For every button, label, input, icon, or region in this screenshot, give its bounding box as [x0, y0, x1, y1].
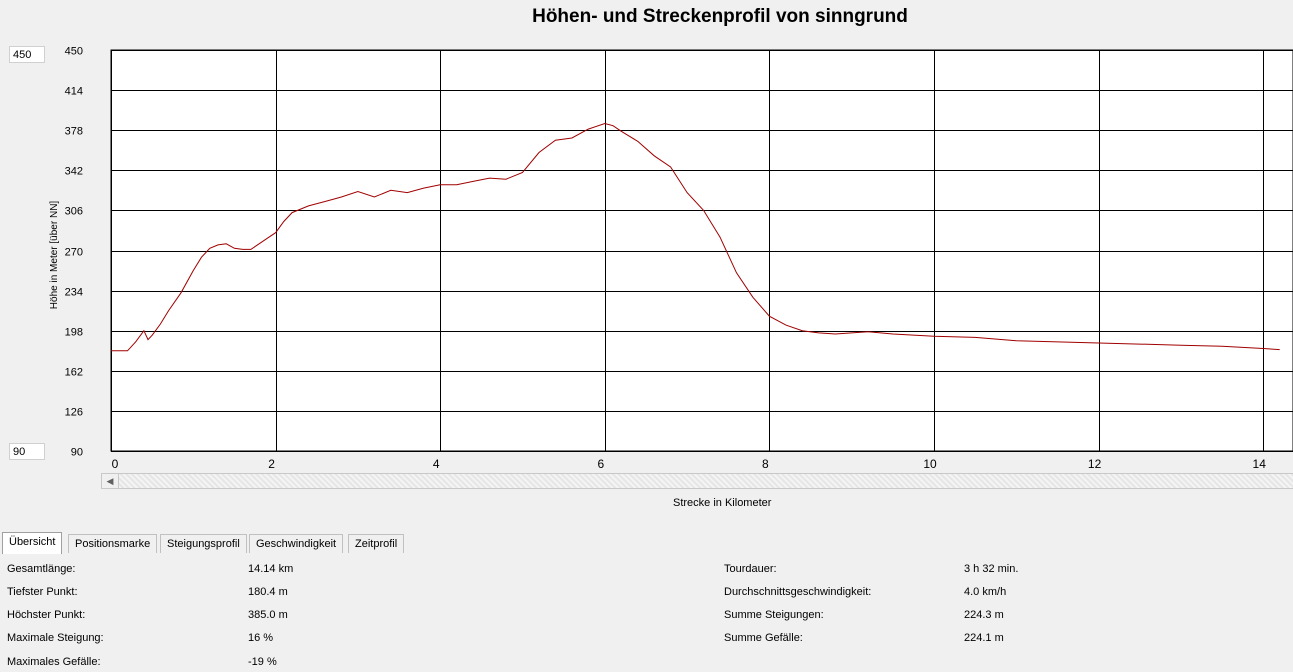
y-tick-label: 126 [65, 407, 83, 419]
summary-label: Summe Gefälle: [724, 632, 803, 644]
summary-value: 180.4 m [248, 586, 288, 598]
summary-label: Durchschnittsgeschwindigkeit: [724, 586, 872, 598]
summary-value: 14.14 km [248, 563, 294, 575]
summary-value: 4.0 km/h [964, 586, 1007, 598]
summary-label: Tourdauer: [724, 563, 777, 575]
x-axis-label: Strecke in Kilometer [673, 497, 772, 509]
summary-panel: Gesamtlänge: 14.14 km Tiefster Punkt: 18… [0, 554, 1293, 672]
tab-steigungsprofil[interactable]: Steigungsprofil [160, 534, 247, 553]
summary-value: -19 % [248, 656, 277, 668]
y-tick-label: 306 [65, 206, 83, 218]
x-tick-label: 12 [1088, 457, 1102, 470]
summary-label: Maximale Steigung: [7, 632, 104, 644]
y-tick-label: 270 [65, 247, 83, 259]
elevation-line [111, 122, 1280, 352]
y-tick-label: 90 [71, 447, 83, 459]
summary-value: 16 % [248, 632, 274, 644]
summary-label: Höchster Punkt: [7, 609, 86, 621]
x-tick-label: 2 [268, 457, 275, 470]
y-min-input[interactable] [9, 443, 45, 460]
x-tick-label: 0 [112, 457, 119, 470]
horizontal-scrollbar[interactable]: ◀ [101, 473, 1293, 489]
summary-value: 3 h 32 min. [964, 563, 1019, 575]
summary-label: Summe Steigungen: [724, 609, 824, 621]
y-max-input[interactable] [9, 46, 45, 63]
elevation-chart: 90 126 162 198 234 270 306 342 378 414 450 0 2 4 6 8 10… [49, 46, 1293, 470]
scroll-left-arrow-icon[interactable]: ◀ [102, 474, 119, 488]
y-tick-label: 414 [65, 86, 83, 98]
y-tick-label: 234 [65, 287, 83, 299]
x-tick-labels: 0 2 4 6 8 10 12 14 [112, 457, 1267, 470]
y-tick-label: 450 [65, 46, 83, 58]
tab-uebersicht[interactable]: Übersicht [2, 532, 63, 554]
y-axis-label: Höhe in Meter [über NN] [49, 201, 60, 310]
summary-value: 385.0 m [248, 609, 288, 621]
tab-bar: Übersicht Positionsmarke Steigungsprofil… [0, 532, 1293, 555]
chart-title: Höhen- und Streckenprofil von sinngrund [532, 6, 908, 27]
x-tick-label: 4 [433, 457, 440, 470]
x-tick-label: 10 [923, 457, 937, 470]
summary-value: 224.3 m [964, 609, 1004, 621]
y-tick-label: 342 [65, 166, 83, 178]
summary-label: Gesamtlänge: [7, 563, 76, 575]
summary-label: Maximales Gefälle: [7, 656, 101, 668]
y-tick-label: 162 [65, 367, 83, 379]
tab-geschwindigkeit[interactable]: Geschwindigkeit [249, 534, 344, 553]
summary-label: Tiefster Punkt: [7, 586, 78, 598]
y-tick-label: 378 [65, 126, 83, 138]
plot-area [110, 49, 1293, 452]
x-tick-label: 14 [1253, 457, 1267, 470]
x-tick-label: 6 [597, 457, 604, 470]
tab-positionsmarke[interactable]: Positionsmarke [68, 534, 158, 553]
grid-lines [111, 50, 1293, 452]
summary-value: 224.1 m [964, 632, 1004, 644]
y-tick-labels: 90 126 162 198 234 270 306 342 378 414 450 [65, 46, 83, 459]
x-tick-label: 8 [762, 457, 769, 470]
tab-zeitprofil[interactable]: Zeitprofil [348, 534, 405, 553]
y-tick-label: 198 [65, 327, 83, 339]
